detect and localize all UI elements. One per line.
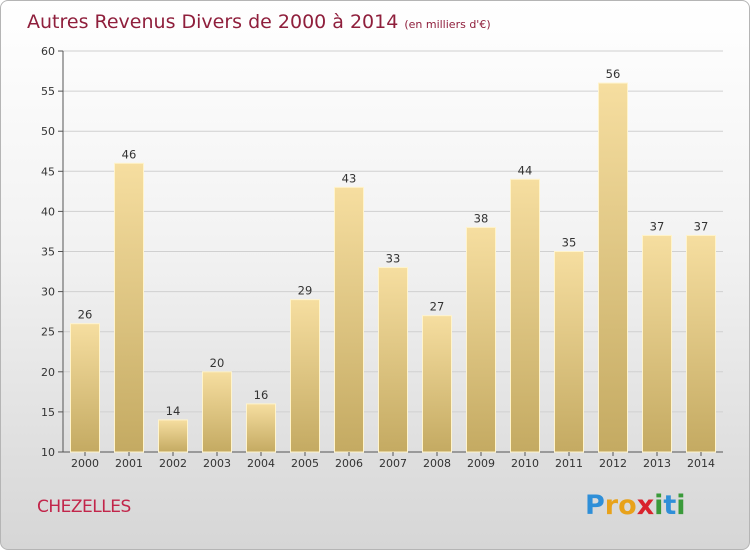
data-label: 14: [166, 404, 181, 418]
x-tick-label: 2000: [71, 457, 99, 470]
y-tick-label: 55: [41, 85, 55, 98]
x-tick-label: 2010: [511, 457, 539, 470]
x-tick-label: 2014: [687, 457, 715, 470]
x-tick-label: 2013: [643, 457, 671, 470]
bar: [422, 315, 452, 453]
y-tick-label: 10: [41, 446, 55, 459]
logo-letter: r: [604, 490, 619, 521]
data-label: 33: [386, 252, 401, 266]
data-label: 27: [430, 300, 445, 314]
data-label: 16: [254, 388, 269, 402]
x-tick-label: 2009: [467, 457, 495, 470]
data-label: 44: [518, 163, 533, 177]
bar: [510, 178, 540, 453]
data-label: 29: [298, 284, 313, 298]
bar: [598, 82, 628, 453]
data-label: 56: [606, 67, 621, 81]
x-tick-label: 2012: [599, 457, 627, 470]
bar: [554, 251, 584, 453]
bar: [378, 267, 408, 453]
y-tick-label: 25: [41, 326, 55, 339]
x-tick-label: 2001: [115, 457, 143, 470]
x-tick-label: 2008: [423, 457, 451, 470]
logo-letter: P: [585, 490, 605, 521]
bar: [642, 234, 672, 453]
data-label: 46: [122, 147, 137, 161]
y-tick-label: 35: [41, 246, 55, 259]
data-label: 43: [342, 171, 357, 185]
data-label: 26: [78, 308, 93, 322]
title-unit: (en milliers d'€): [404, 18, 491, 31]
logo-letter: t: [663, 490, 677, 521]
data-label: 20: [210, 356, 225, 370]
data-label: 38: [474, 211, 489, 225]
x-tick-label: 2005: [291, 457, 319, 470]
data-label: 35: [562, 236, 577, 250]
y-tick-label: 40: [41, 205, 55, 218]
logo-letter: x: [636, 490, 655, 521]
y-tick-label: 50: [41, 125, 55, 138]
y-tick-label: 30: [41, 286, 55, 299]
bar: [290, 299, 320, 453]
y-tick-label: 15: [41, 406, 55, 419]
x-tick-label: 2002: [159, 457, 187, 470]
bar: [334, 186, 364, 453]
y-tick-label: 60: [41, 45, 55, 58]
logo-letter: o: [618, 490, 637, 521]
proxiti-logo: Proxiti: [585, 490, 686, 521]
bar: [686, 234, 716, 453]
x-tick-label: 2004: [247, 457, 275, 470]
bar: [246, 403, 276, 453]
bar: [114, 162, 144, 453]
x-tick-label: 2006: [335, 457, 363, 470]
data-label: 37: [650, 219, 665, 233]
chart-title: Autres Revenus Divers de 2000 à 2014 (en …: [27, 11, 491, 33]
bar: [158, 419, 188, 453]
bar: [70, 323, 100, 453]
commune-name: CHEZELLES: [37, 497, 131, 517]
x-tick-label: 2011: [555, 457, 583, 470]
x-tick-label: 2007: [379, 457, 407, 470]
x-tick-label: 2003: [203, 457, 231, 470]
y-tick-label: 45: [41, 165, 55, 178]
logo-letter: i: [676, 490, 686, 521]
logo-letter: i: [654, 490, 664, 521]
bar: [466, 226, 496, 453]
bar: [202, 371, 232, 453]
data-label: 37: [694, 219, 709, 233]
y-tick-label: 20: [41, 366, 55, 379]
title-text: Autres Revenus Divers de 2000 à 2014: [27, 11, 399, 33]
